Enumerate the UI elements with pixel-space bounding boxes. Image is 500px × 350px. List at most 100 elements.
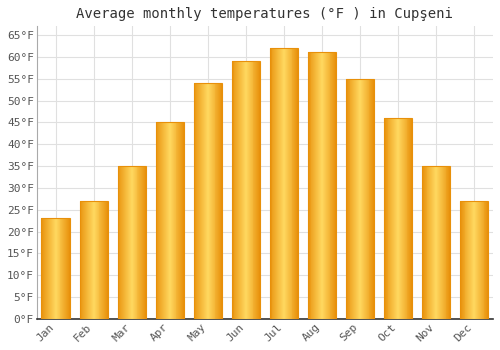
- Bar: [401, 118, 402, 319]
- Bar: [171, 122, 172, 319]
- Bar: [156, 122, 158, 319]
- Bar: [206, 83, 207, 319]
- Bar: [312, 52, 314, 319]
- Bar: [85, 201, 86, 319]
- Bar: [60, 218, 62, 319]
- Bar: [384, 118, 386, 319]
- Bar: [90, 201, 91, 319]
- Bar: [314, 52, 316, 319]
- Bar: [91, 201, 92, 319]
- Bar: [448, 166, 450, 319]
- Bar: [100, 201, 102, 319]
- Bar: [102, 201, 104, 319]
- Bar: [166, 122, 167, 319]
- Bar: [156, 122, 184, 319]
- Bar: [46, 218, 47, 319]
- Bar: [86, 201, 87, 319]
- Bar: [370, 79, 372, 319]
- Bar: [286, 48, 287, 319]
- Bar: [142, 166, 143, 319]
- Bar: [484, 201, 486, 319]
- Bar: [288, 48, 290, 319]
- Bar: [202, 83, 203, 319]
- Bar: [82, 201, 84, 319]
- Bar: [118, 166, 120, 319]
- Bar: [80, 201, 108, 319]
- Bar: [297, 48, 298, 319]
- Bar: [435, 166, 436, 319]
- Bar: [317, 52, 318, 319]
- Bar: [322, 52, 323, 319]
- Bar: [198, 83, 200, 319]
- Bar: [384, 118, 412, 319]
- Bar: [437, 166, 438, 319]
- Bar: [326, 52, 328, 319]
- Bar: [321, 52, 322, 319]
- Bar: [335, 52, 336, 319]
- Bar: [140, 166, 141, 319]
- Bar: [214, 83, 216, 319]
- Bar: [278, 48, 279, 319]
- Bar: [212, 83, 214, 319]
- Bar: [393, 118, 394, 319]
- Bar: [285, 48, 286, 319]
- Bar: [390, 118, 392, 319]
- Bar: [221, 83, 222, 319]
- Bar: [130, 166, 131, 319]
- Bar: [290, 48, 292, 319]
- Bar: [93, 201, 94, 319]
- Bar: [163, 122, 164, 319]
- Bar: [400, 118, 401, 319]
- Bar: [92, 201, 93, 319]
- Bar: [356, 79, 357, 319]
- Bar: [87, 201, 88, 319]
- Bar: [258, 61, 259, 319]
- Bar: [319, 52, 320, 319]
- Bar: [122, 166, 123, 319]
- Bar: [126, 166, 127, 319]
- Bar: [246, 61, 247, 319]
- Bar: [248, 61, 250, 319]
- Bar: [360, 79, 361, 319]
- Bar: [472, 201, 473, 319]
- Bar: [440, 166, 441, 319]
- Bar: [68, 218, 69, 319]
- Bar: [239, 61, 240, 319]
- Bar: [439, 166, 440, 319]
- Bar: [270, 48, 298, 319]
- Bar: [241, 61, 242, 319]
- Title: Average monthly temperatures (°F ) in Cupşeni: Average monthly temperatures (°F ) in Cu…: [76, 7, 454, 21]
- Bar: [358, 79, 359, 319]
- Bar: [277, 48, 278, 319]
- Bar: [132, 166, 134, 319]
- Bar: [276, 48, 277, 319]
- Bar: [62, 218, 64, 319]
- Bar: [144, 166, 145, 319]
- Bar: [397, 118, 398, 319]
- Bar: [123, 166, 124, 319]
- Bar: [88, 201, 89, 319]
- Bar: [330, 52, 332, 319]
- Bar: [432, 166, 433, 319]
- Bar: [294, 48, 296, 319]
- Bar: [176, 122, 178, 319]
- Bar: [232, 61, 234, 319]
- Bar: [48, 218, 49, 319]
- Bar: [404, 118, 406, 319]
- Bar: [143, 166, 144, 319]
- Bar: [475, 201, 476, 319]
- Bar: [170, 122, 171, 319]
- Bar: [422, 166, 450, 319]
- Bar: [466, 201, 468, 319]
- Bar: [323, 52, 324, 319]
- Bar: [476, 201, 477, 319]
- Bar: [355, 79, 356, 319]
- Bar: [66, 218, 67, 319]
- Bar: [442, 166, 444, 319]
- Bar: [296, 48, 297, 319]
- Bar: [84, 201, 85, 319]
- Bar: [118, 166, 146, 319]
- Bar: [65, 218, 66, 319]
- Bar: [399, 118, 400, 319]
- Bar: [470, 201, 471, 319]
